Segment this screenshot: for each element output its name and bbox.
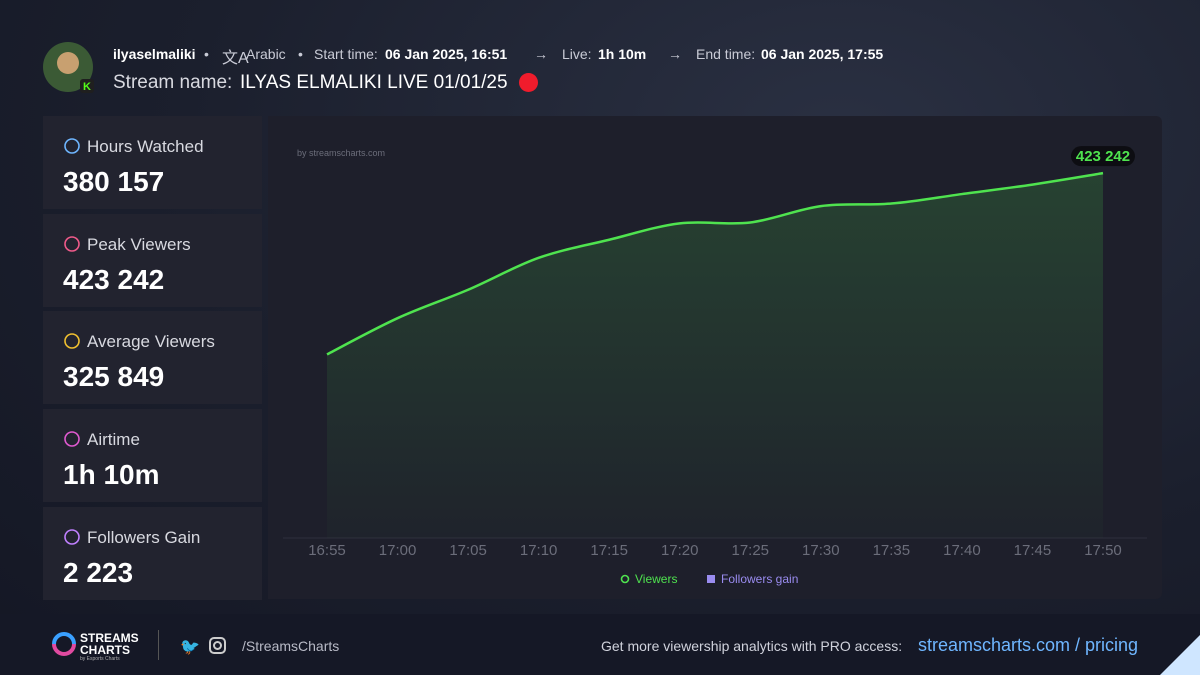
stat-icon bbox=[64, 431, 80, 447]
stat-card: Followers Gain 2 223 bbox=[43, 506, 262, 600]
promo: Get more viewership analytics with PRO a… bbox=[601, 638, 903, 654]
x-tick-label: 16:55 bbox=[308, 542, 346, 559]
live-dot bbox=[519, 73, 538, 92]
peak-label-bg bbox=[1071, 146, 1135, 167]
x-tick-label: 17:05 bbox=[449, 542, 487, 559]
avatar: K bbox=[43, 42, 94, 93]
stat-value: 325 849 bbox=[63, 361, 165, 393]
x-tick-label: 17:30 bbox=[802, 542, 840, 559]
brand-top: STREAMS bbox=[80, 631, 139, 645]
corner-accent bbox=[1160, 635, 1200, 675]
x-tick-label: 17:20 bbox=[661, 542, 699, 559]
brand-sub: by Esports Charts bbox=[80, 656, 120, 662]
brand-logo bbox=[52, 632, 76, 656]
x-tick-label: 17:45 bbox=[1014, 542, 1052, 559]
stat-icon bbox=[64, 528, 80, 545]
x-tick-label: 17:50 bbox=[1084, 542, 1122, 559]
dot: • bbox=[204, 46, 209, 62]
stream-name: ILYAS ELMALIKI LIVE 01/01/25 bbox=[240, 72, 508, 93]
stat-label: Hours Watched bbox=[87, 137, 204, 156]
brand-bottom: CHARTS bbox=[80, 643, 130, 657]
pricing-link[interactable]: streamscharts.com / pricing bbox=[918, 635, 1139, 655]
stat-label: Average Viewers bbox=[87, 332, 215, 352]
line bbox=[326, 171, 1104, 356]
live-value: 1h 10m bbox=[598, 46, 647, 62]
stat-value: 2 223 bbox=[63, 556, 134, 588]
stat-card: Average Viewers 325 849 bbox=[43, 311, 262, 405]
watermark: by streamscharts.com bbox=[297, 148, 385, 158]
stream-label: Stream name: bbox=[113, 72, 233, 93]
stat-icon bbox=[64, 235, 80, 252]
x-tick-label: 17:35 bbox=[873, 542, 911, 559]
x-tick-label: 17:25 bbox=[731, 542, 769, 559]
svg-text:K: K bbox=[83, 81, 91, 93]
twitter-icon: 🐦 bbox=[180, 639, 200, 656]
end-label: End time: bbox=[696, 46, 756, 62]
footer bbox=[0, 614, 1200, 675]
language: Arabic bbox=[246, 46, 286, 62]
stat-label: Followers Gain bbox=[87, 527, 201, 547]
translate-icon: 文A bbox=[222, 50, 249, 67]
legend-label: Viewers bbox=[635, 572, 677, 586]
chart: by streamscharts.com 16:55 17:00 17:05 17:10… bbox=[283, 146, 1147, 586]
x-tick-label: 17:15 bbox=[590, 542, 628, 559]
dot: • bbox=[298, 46, 303, 62]
stat-value: 380 157 bbox=[63, 166, 165, 197]
legend-label: Followers gain bbox=[721, 572, 798, 586]
divider bbox=[158, 630, 159, 660]
live-label: Live: bbox=[562, 46, 592, 62]
stat-value: 423 242 bbox=[63, 263, 165, 295]
instagram-icon bbox=[209, 637, 226, 654]
end-value: 06 Jan 2025, 17:55 bbox=[761, 46, 884, 62]
x-tick-label: 17:40 bbox=[943, 542, 981, 559]
handle: /StreamsCharts bbox=[242, 638, 340, 654]
stat-value: 1h 10m bbox=[63, 459, 160, 491]
x-tick-label: 17:10 bbox=[520, 542, 558, 559]
legend-marker bbox=[620, 574, 630, 584]
stat-label: Airtime bbox=[87, 430, 140, 450]
stat-icon bbox=[64, 333, 80, 350]
x-tick-label: 17:00 bbox=[379, 542, 417, 559]
start-value: 06 Jan 2025, 16:51 bbox=[385, 46, 508, 62]
stat-card: Airtime 1h 10m bbox=[43, 409, 262, 503]
stat-icon bbox=[64, 138, 80, 154]
stat-card: Hours Watched 380 157 bbox=[43, 116, 262, 209]
peak-label: 423 242 bbox=[1076, 148, 1130, 165]
area bbox=[327, 173, 1103, 538]
arrow: → bbox=[668, 46, 682, 62]
stat-label: Peak Viewers bbox=[87, 234, 191, 254]
legend-marker bbox=[707, 575, 715, 583]
username: ilyaselmaliki bbox=[113, 46, 196, 62]
stat-card: Peak Viewers 423 242 bbox=[43, 213, 262, 307]
arrow: → bbox=[534, 46, 548, 62]
chart-panel: by streamscharts.com 16:55 17:00 17:05 17:10… bbox=[268, 116, 1162, 599]
start-label: Start time: bbox=[314, 46, 378, 62]
